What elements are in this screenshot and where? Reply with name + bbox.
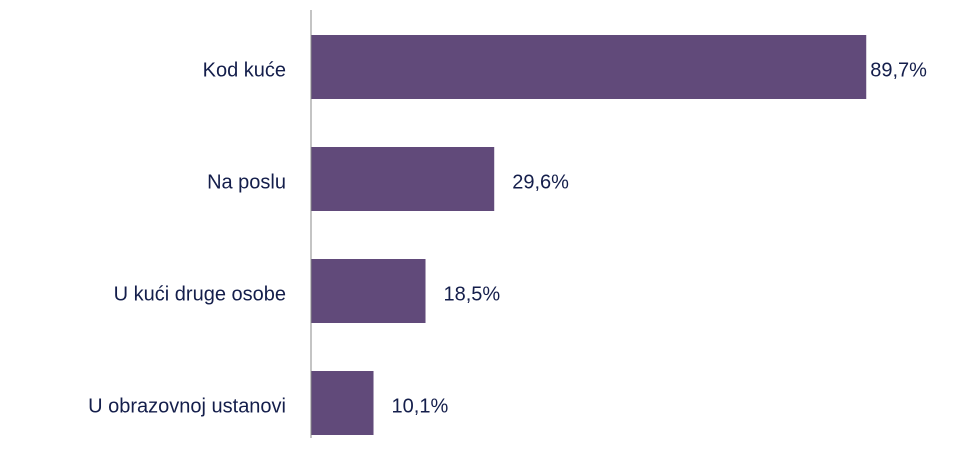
bar [311,259,426,323]
y-tick-label: Kod kuće [203,59,286,81]
y-tick-label: U kući druge osobe [114,283,286,305]
value-label: 89,7% [870,59,927,81]
y-tick-label: U obrazovnoj ustanovi [88,395,286,417]
value-label: 18,5% [444,283,501,305]
y-tick-label: Na poslu [207,171,286,193]
bar [311,371,374,435]
value-label: 10,1% [392,395,449,417]
value-label: 29,6% [512,171,569,193]
bar [311,147,495,211]
bar [311,35,867,99]
